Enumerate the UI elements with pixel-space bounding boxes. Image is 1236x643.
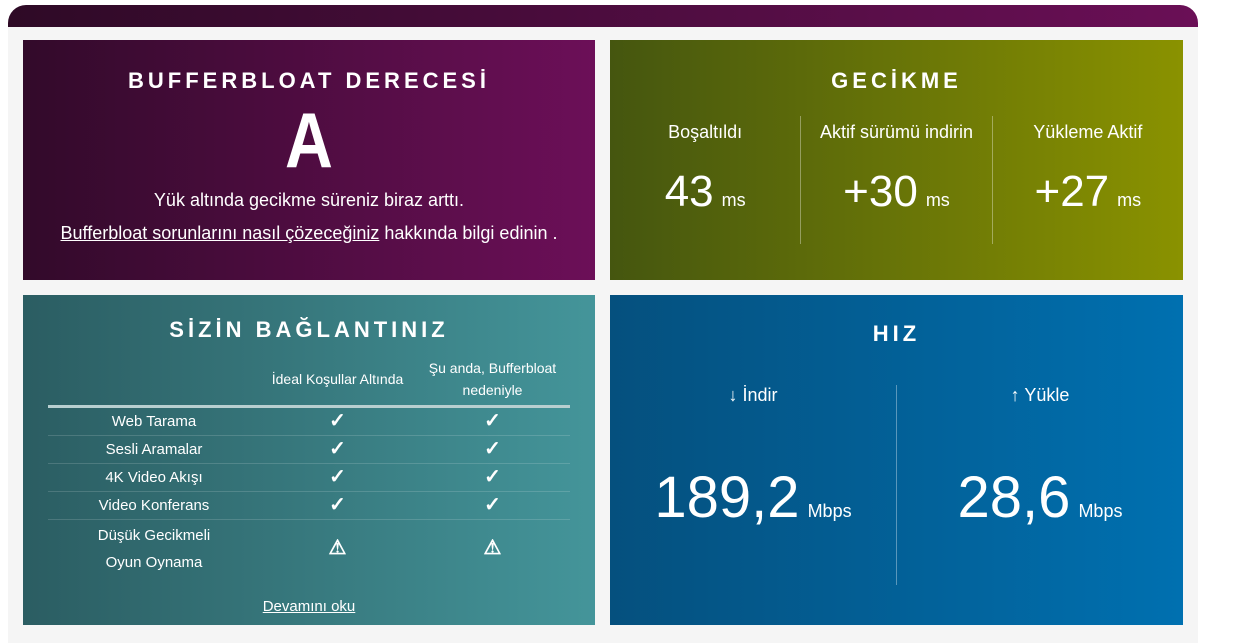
check-icon: ✓ [415, 463, 570, 492]
check-icon: ✓ [260, 406, 415, 436]
bufferbloat-grade-card: BUFFERBLOAT DERECESİ A Yük altında gecik… [23, 40, 595, 280]
read-more-link[interactable]: Devamını oku [262, 597, 356, 615]
grade-value: A [285, 96, 333, 184]
card-title: GECİKME [831, 68, 962, 93]
header-bar [8, 5, 1198, 27]
table-row: Sesli Aramalar ✓ ✓ [48, 435, 570, 464]
latency-unloaded: Boşaltıldı 43 ms [664, 122, 746, 216]
upload-speed: ↑ Yükle 28,6 Mbps [896, 385, 1183, 585]
card-title: BUFFERBLOAT DERECESİ [128, 68, 490, 93]
results-container: BUFFERBLOAT DERECESİ A Yük altında gecik… [8, 27, 1198, 643]
learn-more-link[interactable]: Bufferbloat sorunlarını nasıl çözeceğini… [60, 223, 380, 243]
check-icon: ✓ [260, 435, 415, 464]
latency-card: GECİKME Boşaltıldı 43 ms Aktif sürümü indi… [610, 40, 1183, 280]
card-title: HIZ [872, 321, 921, 346]
table-row: Web Tarama ✓ ✓ [48, 406, 570, 436]
check-icon: ✓ [415, 491, 570, 520]
download-speed: ↓ İndir 189,2 Mbps [654, 385, 852, 530]
latency-download: Aktif sürümü indirin +30 ms [800, 116, 991, 244]
table-row: Video Konferans ✓ ✓ [48, 491, 570, 520]
check-icon: ✓ [415, 406, 570, 436]
speed-card: HIZ ↓ İndir 189,2 Mbps ↑ Yükle 28,6 Mbps [610, 295, 1183, 625]
check-icon: ✓ [260, 463, 415, 492]
warning-icon: ⚠ [483, 537, 502, 560]
table-row: 4K Video Akışı ✓ ✓ [48, 463, 570, 492]
warning-icon: ⚠ [328, 537, 347, 560]
card-title: SİZİN BAĞLANTINIZ [169, 317, 449, 342]
table-row: Düşük Gecikmeli Oyun Oynama ⚠ ⚠ [48, 520, 570, 578]
connection-card: SİZİN BAĞLANTINIZ İdeal Koşullar Altında… [23, 295, 595, 625]
grade-message: Yük altında gecikme süreniz biraz arttı. [153, 190, 465, 210]
connection-table: İdeal Koşullar Altında Şu anda, Bufferblo… [48, 357, 570, 578]
check-icon: ✓ [415, 435, 570, 464]
check-icon: ✓ [260, 491, 415, 520]
latency-upload: Yükleme Aktif +27 ms [991, 116, 1183, 244]
